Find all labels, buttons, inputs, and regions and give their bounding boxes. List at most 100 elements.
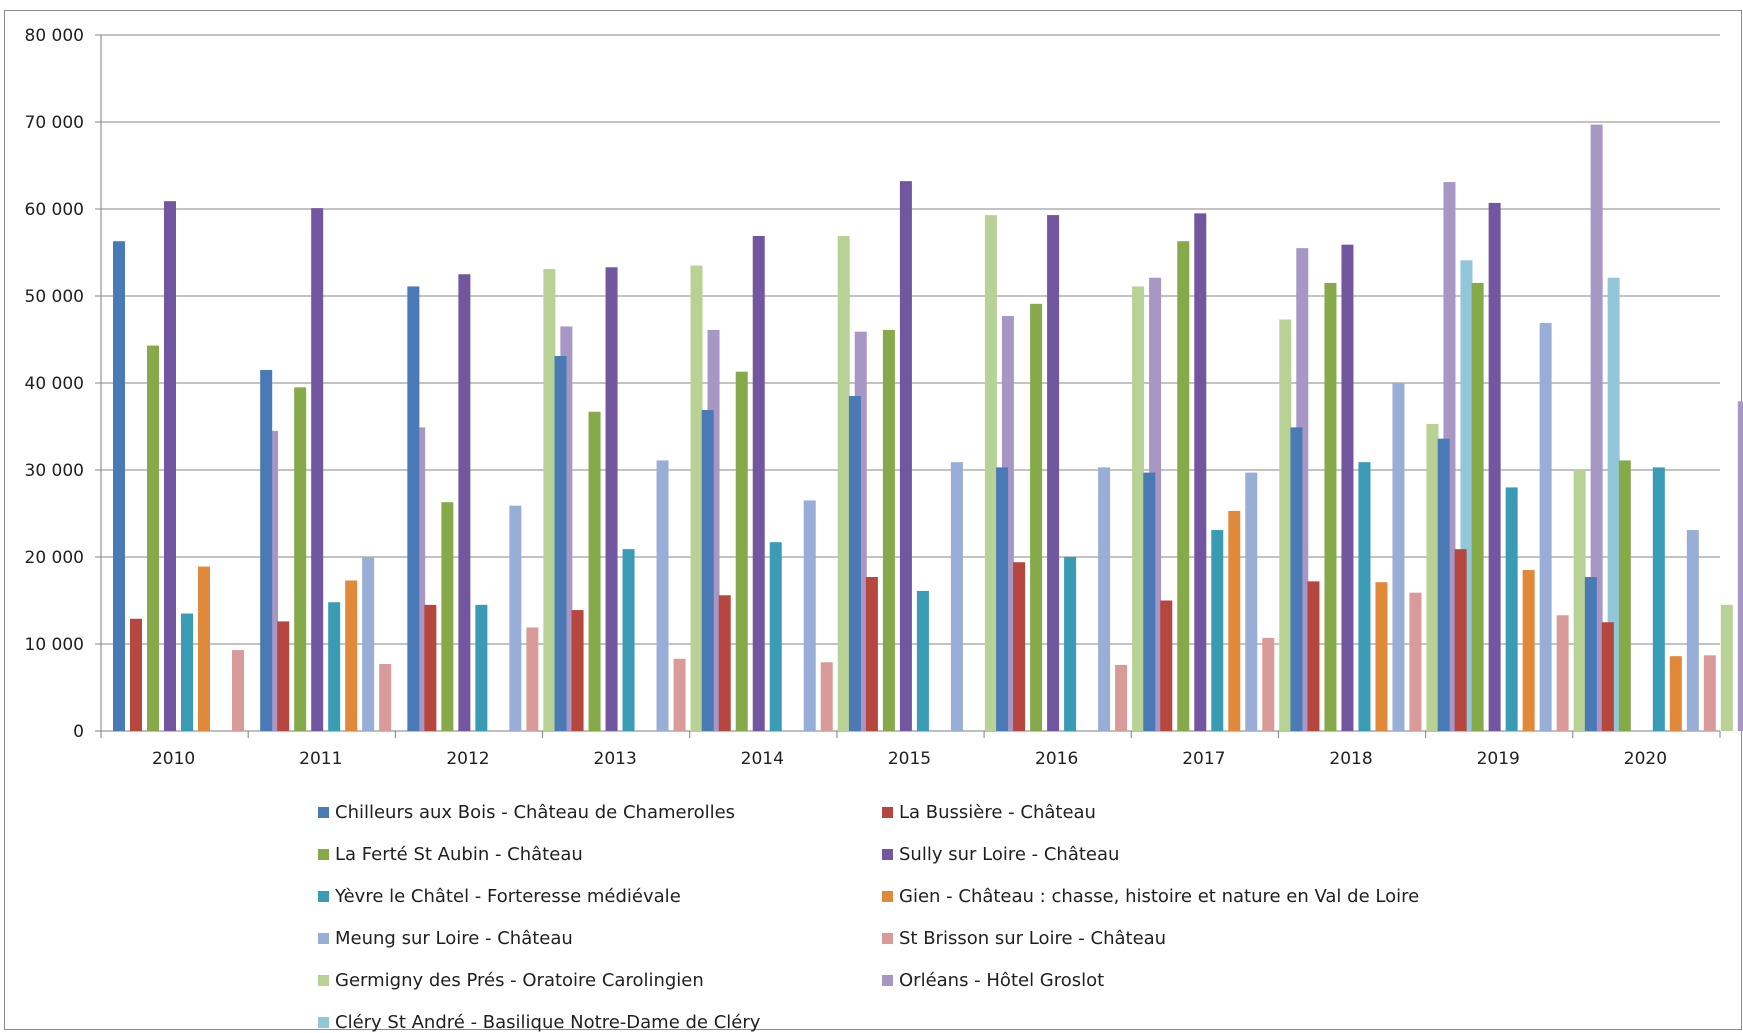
bar [232,650,244,731]
bar [130,618,142,731]
bar [1505,487,1518,731]
x-tick-label: 2016 [1035,749,1078,769]
bar [1437,438,1450,731]
x-tick-label: 2011 [299,749,342,769]
bar [1115,664,1128,731]
x-tick-label: 2014 [741,749,784,769]
bar [1737,401,1743,731]
bar [588,411,601,731]
bar [1601,622,1614,731]
bar [571,610,584,731]
bar [294,387,307,731]
bar [1194,213,1207,732]
bar [509,505,522,731]
x-tick-label: 2018 [1329,749,1372,769]
bar [1132,286,1145,731]
bar [260,369,273,731]
bar [1720,604,1733,731]
x-tick-label: 2015 [888,749,931,769]
bar [147,345,159,731]
bar [1098,467,1111,731]
bar [1358,462,1371,731]
bar [1426,423,1439,731]
bar [1228,510,1241,731]
bar [605,267,618,731]
bar [622,549,635,731]
bar [311,208,324,731]
x-tick-label: 2020 [1624,749,1667,769]
bar [1375,582,1388,731]
bar [916,590,929,731]
bar [1341,244,1354,732]
bar [526,627,539,731]
bar [1703,655,1716,731]
bar [656,460,669,731]
bar [1539,322,1552,731]
bar [690,265,703,731]
bar [1177,241,1190,731]
x-tick-label: 2013 [594,749,637,769]
bar [996,467,1009,731]
x-tick-label: 2017 [1182,749,1225,769]
bar [345,580,358,731]
bar [820,662,833,731]
bar [984,215,997,732]
bar [1556,615,1569,731]
bar [803,500,816,731]
y-tick-label: 50 000 [25,287,84,307]
bar [1488,202,1501,731]
bar [1279,319,1292,731]
bar [475,604,488,731]
y-tick-label: 0 [73,722,84,742]
bar [1392,383,1405,731]
bar [1618,460,1631,731]
bar [752,235,765,731]
bar [735,371,748,731]
bar [837,235,850,731]
bar [1573,469,1586,731]
bar [441,502,454,731]
bar [848,396,861,731]
bar [1030,303,1043,731]
bar [407,286,420,731]
bar [1013,562,1026,731]
bar [1669,656,1682,731]
bar [1047,215,1060,732]
bar [950,462,963,731]
bar [379,664,392,731]
x-tick-label: 2019 [1477,749,1520,769]
y-tick-label: 40 000 [25,374,84,394]
bar [113,241,125,731]
y-tick-label: 80 000 [25,26,84,46]
bar [362,557,375,731]
bar [1245,472,1258,731]
bar [424,604,437,731]
bar [1324,282,1337,731]
bar [1409,592,1422,731]
bar [1143,472,1156,731]
bar [198,566,210,731]
bar [554,356,567,731]
bar [1307,581,1320,731]
bar [899,181,912,731]
bar [1290,427,1303,731]
bar [277,621,290,731]
bar [328,602,341,731]
y-tick-label: 70 000 [25,113,84,133]
bar [1607,277,1620,731]
bar [769,542,782,731]
bar [1584,577,1597,731]
bar [882,329,895,731]
y-tick-label: 30 000 [25,461,84,481]
bar [701,409,714,731]
bar [1652,467,1665,731]
y-tick-label: 60 000 [25,200,84,220]
bar [1064,557,1077,731]
bar [1454,549,1467,731]
y-tick-label: 20 000 [25,548,84,568]
bar [164,201,176,732]
bar [1160,600,1173,731]
bar [1471,282,1484,731]
bar [543,269,556,731]
